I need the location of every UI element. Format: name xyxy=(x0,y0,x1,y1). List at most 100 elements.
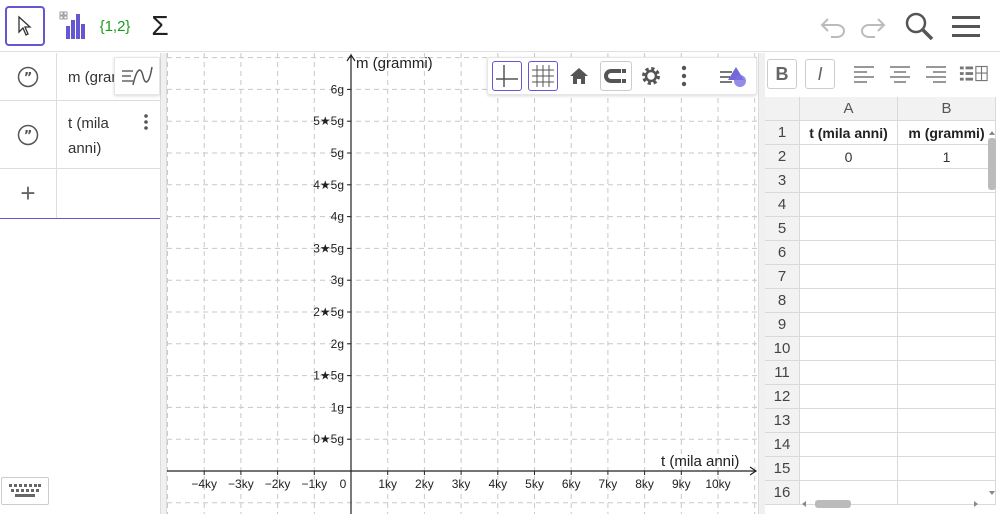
cell-b[interactable]: 1 xyxy=(898,145,996,169)
row-header[interactable]: 1 xyxy=(765,121,800,145)
toggle-axes-button[interactable] xyxy=(492,61,522,91)
x-tick-label: 4ky xyxy=(488,477,507,491)
y-tick-label: 1★5g xyxy=(313,369,344,383)
main-menu-button[interactable] xyxy=(948,6,984,46)
cell-b[interactable] xyxy=(898,433,996,457)
cell-a[interactable] xyxy=(800,433,898,457)
align-right-button[interactable] xyxy=(921,59,951,89)
add-item-button[interactable]: + xyxy=(0,169,57,218)
row-header[interactable]: 6 xyxy=(765,241,800,265)
cell-b[interactable] xyxy=(898,193,996,217)
algebra-style-button[interactable] xyxy=(114,57,160,95)
cell-a[interactable] xyxy=(800,265,898,289)
algebra-marble[interactable]: ” xyxy=(0,101,57,168)
cell-a[interactable] xyxy=(800,337,898,361)
bold-button[interactable]: B xyxy=(767,59,797,89)
cell-b[interactable] xyxy=(898,385,996,409)
cell-a[interactable]: t (mila anni) xyxy=(800,121,898,145)
y-tick-label: 4★5g xyxy=(313,178,344,192)
cell-b[interactable] xyxy=(898,361,996,385)
spreadsheet-toolbar: B I xyxy=(765,53,1000,97)
align-left-button[interactable] xyxy=(849,59,879,89)
cell-a[interactable] xyxy=(800,361,898,385)
cell-b[interactable] xyxy=(898,409,996,433)
cell-a[interactable] xyxy=(800,457,898,481)
table-row: 14 xyxy=(765,433,1000,457)
cell-b[interactable] xyxy=(898,265,996,289)
cell-b[interactable] xyxy=(898,481,996,505)
hamburger-menu-icon xyxy=(952,16,980,37)
column-header-b[interactable]: B xyxy=(898,97,996,121)
keyboard-button[interactable] xyxy=(1,477,49,505)
redo-button[interactable] xyxy=(854,6,890,46)
cell-b[interactable] xyxy=(898,217,996,241)
algebra-marble[interactable]: ” xyxy=(0,53,57,100)
algebra-row[interactable]: ” t (mila anni) xyxy=(0,101,160,169)
cell-a[interactable] xyxy=(800,193,898,217)
function-graph-icon xyxy=(122,66,153,86)
bold-icon: B xyxy=(775,63,789,84)
table-row: 3 xyxy=(765,169,1000,193)
corner-cell[interactable] xyxy=(765,97,800,121)
search-icon xyxy=(905,12,934,41)
graphics-splitter[interactable] xyxy=(758,53,765,514)
style-bar-toggle-button[interactable] xyxy=(718,63,752,91)
row-header[interactable]: 11 xyxy=(765,361,800,385)
row-header[interactable]: 2 xyxy=(765,145,800,169)
cell-b[interactable] xyxy=(898,241,996,265)
row-header[interactable]: 12 xyxy=(765,385,800,409)
undo-button[interactable] xyxy=(816,6,852,46)
cell-format-button[interactable] xyxy=(959,59,989,89)
standard-view-button[interactable] xyxy=(566,63,592,89)
italic-button[interactable]: I xyxy=(805,59,835,89)
graphics-settings-button[interactable] xyxy=(638,63,664,89)
move-tool-button[interactable] xyxy=(5,6,45,46)
row-header[interactable]: 14 xyxy=(765,433,800,457)
more-options-button[interactable] xyxy=(678,63,690,89)
row-header[interactable]: 7 xyxy=(765,265,800,289)
algebra-input-row[interactable]: + xyxy=(0,169,160,219)
sum-tool-button[interactable]: Σ xyxy=(140,6,180,46)
align-right-icon xyxy=(926,66,946,83)
align-center-button[interactable] xyxy=(885,59,915,89)
cell-a[interactable] xyxy=(800,169,898,193)
row-header[interactable]: 16 xyxy=(765,481,800,505)
row-header[interactable]: 13 xyxy=(765,409,800,433)
cell-b[interactable]: m (grammi) xyxy=(898,121,996,145)
cell-b[interactable] xyxy=(898,289,996,313)
row-header[interactable]: 10 xyxy=(765,337,800,361)
more-options-button[interactable] xyxy=(140,113,152,133)
x-axis-label: t (mila anni) xyxy=(661,453,740,470)
cell-a[interactable] xyxy=(800,385,898,409)
search-button[interactable] xyxy=(900,6,938,46)
point-capturing-button[interactable] xyxy=(600,61,632,91)
cell-b[interactable] xyxy=(898,457,996,481)
row-header[interactable]: 5 xyxy=(765,217,800,241)
algebra-splitter[interactable] xyxy=(161,53,167,514)
row-header[interactable]: 8 xyxy=(765,289,800,313)
cell-b[interactable] xyxy=(898,337,996,361)
graphics-canvas[interactable]: −4ky −3ky −2ky −1ky 0 1ky 2ky 3ky 4ky 5ky 6ky 7ky 8k… xyxy=(167,53,758,514)
cell-a[interactable] xyxy=(800,409,898,433)
statistics-tool-button[interactable] xyxy=(52,6,92,46)
cell-b[interactable] xyxy=(898,313,996,337)
cell-a[interactable]: 0 xyxy=(800,145,898,169)
column-header-a[interactable]: A xyxy=(800,97,898,121)
quote-icon: ” xyxy=(17,124,39,145)
cell-a[interactable] xyxy=(800,241,898,265)
row-header[interactable]: 4 xyxy=(765,193,800,217)
list-tool-button[interactable]: {1,2} xyxy=(95,6,135,46)
cell-a[interactable] xyxy=(800,217,898,241)
table-row: 15 xyxy=(765,457,1000,481)
toggle-grid-button[interactable] xyxy=(528,61,558,91)
horizontal-scrollbar[interactable] xyxy=(800,497,990,509)
row-header[interactable]: 15 xyxy=(765,457,800,481)
cell-b[interactable] xyxy=(898,169,996,193)
row-header[interactable]: 3 xyxy=(765,169,800,193)
cell-a[interactable] xyxy=(800,313,898,337)
row-header[interactable]: 9 xyxy=(765,313,800,337)
vertical-scrollbar[interactable] xyxy=(987,129,997,499)
graphics-view[interactable]: −4ky −3ky −2ky −1ky 0 1ky 2ky 3ky 4ky 5ky 6ky 7ky 8k… xyxy=(167,53,758,514)
cell-a[interactable] xyxy=(800,289,898,313)
